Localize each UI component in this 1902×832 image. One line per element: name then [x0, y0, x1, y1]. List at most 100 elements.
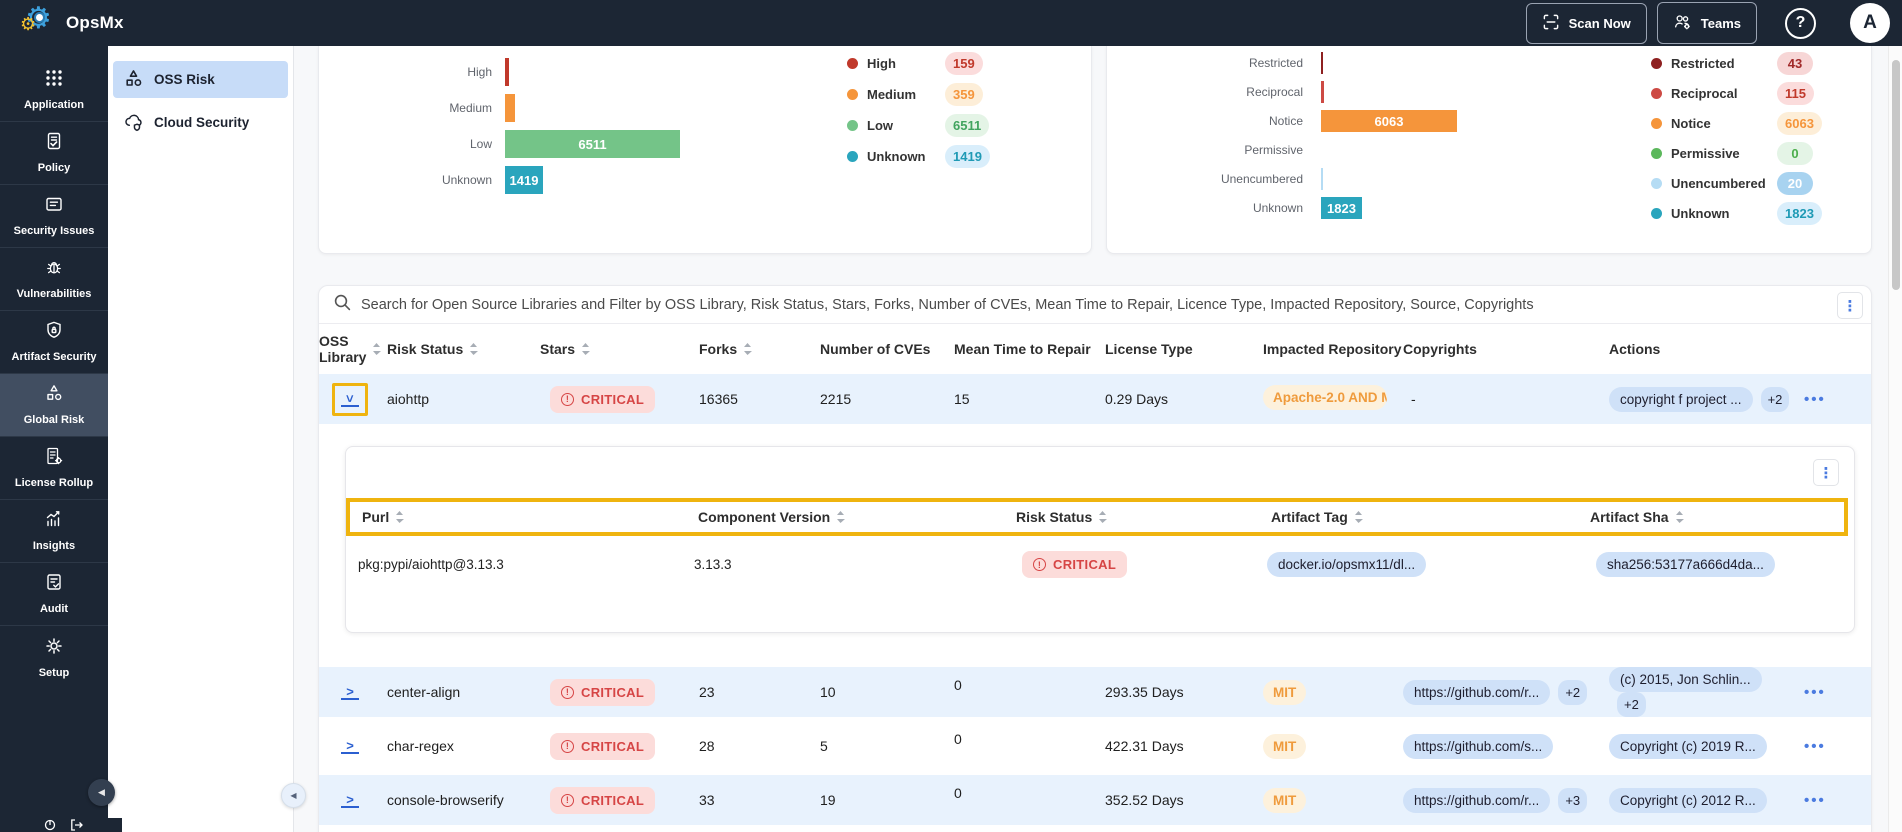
artifact-security-icon	[44, 320, 64, 345]
column-header-forks[interactable]: Forks	[699, 341, 820, 357]
subtable-column-header-component-version[interactable]: Component Version	[698, 509, 1016, 525]
legend-dot	[847, 120, 858, 131]
sort-icon[interactable]	[581, 342, 590, 356]
impacted-repository-pill[interactable]: https://github.com/r...	[1403, 788, 1550, 813]
subtable-column-header-artifact-tag[interactable]: Artifact Tag	[1271, 509, 1590, 525]
sidebar-item-setup[interactable]: Setup	[0, 626, 108, 689]
sort-icon[interactable]	[395, 510, 404, 524]
risk-status-badge: !CRITICAL	[550, 679, 655, 706]
legend-value: 6511	[945, 114, 989, 137]
legend-item-high: High 159	[847, 48, 990, 79]
legend-value: 43	[1777, 52, 1813, 75]
more-copyrights-chip[interactable]: +2	[1761, 387, 1790, 412]
sort-icon[interactable]	[743, 342, 752, 356]
sidebar-item-insights[interactable]: Insights	[0, 500, 108, 563]
search-input[interactable]	[361, 297, 1741, 313]
column-header-oss-library[interactable]: OSS Library	[319, 333, 381, 365]
brand: ⚙ ⚙ OpsMx	[22, 5, 124, 41]
column-header-mean-time-to-repair[interactable]: Mean Time to Repair	[954, 341, 1105, 357]
more-repositories-chip[interactable]: +3	[1558, 788, 1587, 813]
panel-collapse-button[interactable]: ◀	[281, 783, 306, 808]
alert-icon: !	[561, 794, 574, 807]
column-header-copyrights[interactable]: Copyrights	[1403, 341, 1609, 357]
mttr-value: 0.29 Days	[1105, 391, 1263, 407]
column-header-impacted-repository[interactable]: Impacted Repository	[1263, 341, 1403, 357]
more-repositories-chip[interactable]: +2	[1558, 680, 1587, 705]
cves-value: 0	[954, 792, 1105, 808]
row-actions-menu[interactable]: •••	[1798, 738, 1826, 755]
sidebar-item-global-risk[interactable]: Global Risk	[0, 374, 108, 437]
sort-icon[interactable]	[1354, 510, 1363, 524]
expand-row-toggle[interactable]: >	[341, 792, 359, 808]
copyright-pill[interactable]: Copyright (c) 2019 R...	[1609, 734, 1767, 759]
sidebar-item-artifact-security[interactable]: Artifact Security	[0, 311, 108, 374]
legend-dot	[1651, 178, 1662, 189]
subtable-column-header-artifact-sha[interactable]: Artifact Sha	[1590, 509, 1844, 525]
row-actions-menu[interactable]: •••	[1798, 792, 1826, 809]
chart-category-label: Permissive	[1107, 143, 1310, 157]
column-header-risk-status[interactable]: Risk Status	[381, 341, 540, 357]
sidebar-item-vulnerabilities[interactable]: Vulnerabilities	[0, 248, 108, 311]
expand-row-toggle[interactable]: >	[341, 684, 359, 700]
sidebar-collapse-button[interactable]: ◀	[88, 779, 115, 806]
subtable-column-header-purl[interactable]: Purl	[362, 509, 698, 525]
cves-value: 0	[954, 684, 1105, 700]
subtable-row[interactable]: pkg:pypi/aiohttp@3.13.3 3.13.3 !CRITICAL…	[346, 540, 1848, 589]
teams-button[interactable]: Teams	[1657, 2, 1757, 44]
table-menu-kebab-icon[interactable]: ⋮	[1837, 292, 1863, 319]
application-icon	[44, 68, 64, 93]
chart-category-label: Unencumbered	[1107, 172, 1310, 186]
legend-value: 1419	[945, 145, 990, 168]
sidebar-item-application[interactable]: Application	[0, 59, 108, 122]
copyright-pill[interactable]: (c) 2015, Jon Schlin...	[1609, 667, 1762, 692]
page-scrollbar[interactable]	[1888, 46, 1902, 832]
mttr-value: 352.52 Days	[1105, 792, 1263, 808]
scan-now-button[interactable]: Scan Now	[1526, 3, 1647, 44]
sort-icon[interactable]	[469, 342, 478, 356]
table-row-console-browserify[interactable]: > console-browserify !CRITICAL 33 19 0 3…	[319, 775, 1871, 825]
legend-dot	[847, 151, 858, 162]
column-header-license-type[interactable]: License Type	[1105, 341, 1263, 357]
table-row-center-align[interactable]: > center-align !CRITICAL 23 10 0 293.35 …	[319, 667, 1871, 717]
sort-icon[interactable]	[1098, 510, 1107, 524]
row-actions-menu[interactable]: •••	[1798, 391, 1826, 408]
row-actions-menu[interactable]: •••	[1798, 684, 1826, 701]
column-header-stars[interactable]: Stars	[540, 341, 699, 357]
legend-dot	[1651, 208, 1662, 219]
forks-value: 2215	[820, 391, 954, 407]
more-copyrights-chip[interactable]: +2	[1617, 692, 1646, 717]
artifact-tag-pill[interactable]: docker.io/opsmx11/dl...	[1267, 552, 1426, 577]
subtable-menu-kebab-icon[interactable]: ⋮	[1813, 459, 1839, 486]
help-icon[interactable]: ?	[1785, 8, 1816, 39]
primary-sidebar: Application Policy Security Issues Vulne…	[0, 46, 108, 832]
impacted-repository-pill[interactable]: https://github.com/r...	[1403, 680, 1550, 705]
subsidebar-item-oss-risk[interactable]: OSS Risk	[113, 61, 288, 98]
copyright-pill[interactable]: Copyright (c) 2012 R...	[1609, 788, 1767, 813]
collapse-row-toggle[interactable]: >	[341, 391, 359, 407]
legend-item-unknown: Unknown 1823	[1651, 198, 1822, 228]
sidebar-item-license-rollup[interactable]: License Rollup	[0, 437, 108, 500]
artifact-sha-pill[interactable]: sha256:53177a666d4da...	[1596, 552, 1775, 577]
impacted-repository-pill[interactable]: https://github.com/s...	[1403, 734, 1553, 759]
column-header-actions[interactable]: Actions	[1609, 341, 1798, 357]
stars-value: 28	[699, 738, 820, 754]
legend-value: 159	[945, 52, 983, 75]
table-row-aiohttp[interactable]: > aiohttp !CRITICAL 16365 2215 15 0.29 D…	[319, 374, 1871, 424]
subsidebar-item-cloud-security[interactable]: Cloud Security	[113, 104, 288, 141]
sort-icon[interactable]	[836, 510, 845, 524]
sidebar-item-policy[interactable]: Policy	[0, 122, 108, 185]
user-avatar[interactable]: A	[1850, 3, 1890, 43]
copyright-pill[interactable]: copyright f project ...	[1609, 387, 1753, 412]
sidebar-item-security-issues[interactable]: Security Issues	[0, 185, 108, 248]
main-content: High Medium Low 6511 Unknown 1419 High 1…	[294, 46, 1902, 832]
license-rollup-icon	[44, 446, 64, 471]
sidebar-item-audit[interactable]: Audit	[0, 563, 108, 626]
column-header-number-of-cves[interactable]: Number of CVEs	[820, 341, 954, 357]
expand-row-toggle[interactable]: >	[341, 738, 359, 754]
scrollbar-handle[interactable]	[1892, 60, 1900, 290]
table-row-char-regex[interactable]: > char-regex !CRITICAL 28 5 0 422.31 Day…	[319, 721, 1871, 771]
subtable-column-header-risk-status[interactable]: Risk Status	[1016, 509, 1271, 525]
chart-category-label: High	[319, 65, 499, 79]
logout-bar-partial[interactable]	[0, 818, 122, 832]
sort-icon[interactable]	[1675, 510, 1684, 524]
